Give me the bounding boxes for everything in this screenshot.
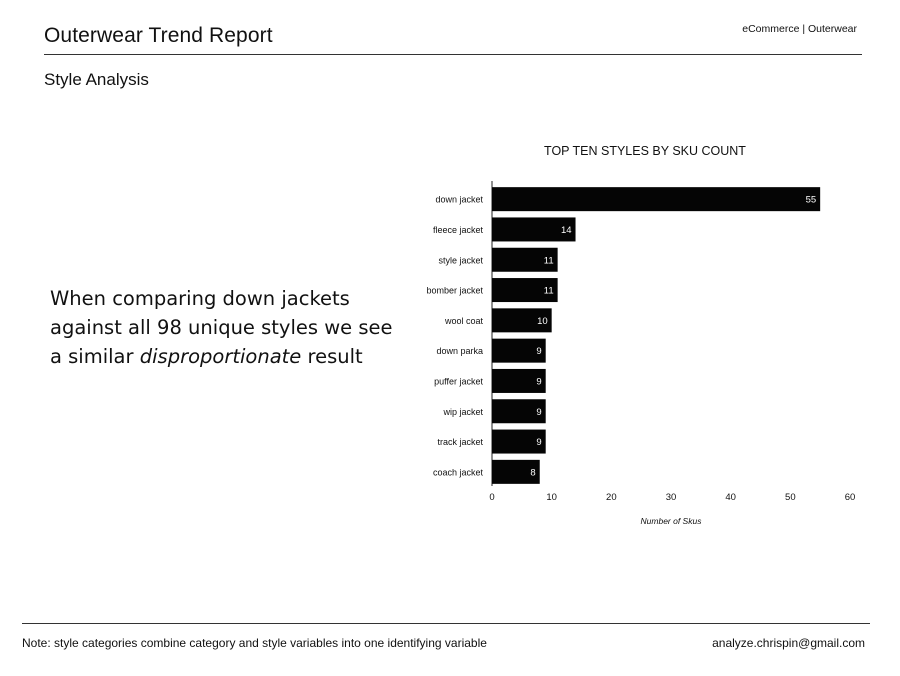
footer-email: analyze.chrispin@gmail.com xyxy=(712,636,865,650)
data-label: 8 xyxy=(530,467,535,478)
callout-part-1: When comparing down jackets against all … xyxy=(50,287,393,368)
data-label: 14 xyxy=(561,225,572,236)
callout-part-2: result xyxy=(301,345,363,368)
x-axis-label: Number of Skus xyxy=(641,516,703,526)
data-label: 11 xyxy=(544,286,554,297)
footer-divider xyxy=(22,623,870,624)
category-label: fleece jacket xyxy=(433,225,484,235)
bar-wip-jacket xyxy=(492,399,546,424)
category-label: down jacket xyxy=(435,195,483,205)
bar-fleece-jacket xyxy=(492,217,576,242)
bar-track-jacket xyxy=(492,429,546,454)
bar-coach-jacket xyxy=(492,459,540,484)
header-divider xyxy=(44,54,862,55)
chart-title: TOP TEN STYLES BY SKU COUNT xyxy=(544,144,746,158)
x-tick-label: 40 xyxy=(725,492,736,503)
data-label: 55 xyxy=(806,195,817,206)
x-tick-label: 0 xyxy=(489,492,494,503)
bar-puffer-jacket xyxy=(492,368,546,393)
category-label: track jacket xyxy=(437,437,483,447)
category-label: style jacket xyxy=(438,255,483,265)
x-tick-label: 10 xyxy=(546,492,557,503)
category-label: coach jacket xyxy=(433,467,484,477)
bar-down-parka xyxy=(492,338,546,363)
data-label: 10 xyxy=(537,316,548,327)
data-label: 9 xyxy=(536,376,541,387)
section-title: Style Analysis xyxy=(44,70,149,89)
bar-chart: TOP TEN STYLES BY SKU COUNT down jacket 55… xyxy=(426,144,856,526)
report-tag: eCommerce | Outerwear xyxy=(742,23,857,35)
data-label: 9 xyxy=(536,437,541,448)
bar-wool-coat xyxy=(492,308,552,333)
category-label: wip jacket xyxy=(442,407,483,417)
page-title: Outerwear Trend Report xyxy=(44,24,273,47)
x-tick-label: 60 xyxy=(845,492,856,503)
data-label: 9 xyxy=(536,407,541,418)
bar-down-jacket xyxy=(492,187,821,212)
category-label: wool coat xyxy=(444,316,484,326)
x-tick-label: 20 xyxy=(606,492,617,503)
callout-text: When comparing down jackets against all … xyxy=(50,284,410,371)
bar-bomber-jacket xyxy=(492,278,558,303)
x-tick-label: 50 xyxy=(785,492,796,503)
category-label: bomber jacket xyxy=(426,286,483,296)
category-label: puffer jacket xyxy=(434,376,483,386)
category-label: down parka xyxy=(436,346,483,356)
data-label: 9 xyxy=(536,346,541,357)
bar-style-jacket xyxy=(492,247,558,272)
x-tick-label: 30 xyxy=(666,492,677,503)
data-label: 11 xyxy=(544,255,554,266)
footer-note: Note: style categories combine category … xyxy=(22,636,487,650)
callout-emphasis: disproportionate xyxy=(139,345,302,368)
